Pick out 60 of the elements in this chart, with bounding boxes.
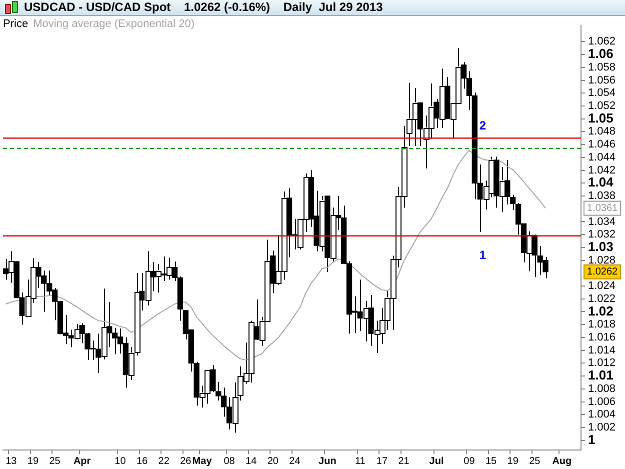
x-tick-label: 10 xyxy=(114,456,126,467)
y-tick-label: 1.024 xyxy=(588,280,616,292)
y-tick-label: 1.052 xyxy=(588,100,616,112)
y-tick-label: 1.028 xyxy=(588,254,616,266)
x-tick-label: 17 xyxy=(376,456,388,467)
y-tick-label: 1.03 xyxy=(588,239,614,254)
y-tick-label: 1 xyxy=(588,432,596,447)
x-tick-label: 24 xyxy=(289,456,301,467)
x-tick-label: 26 xyxy=(180,456,192,467)
y-tick-label: 1.062 xyxy=(588,36,616,48)
x-tick-label: 13 xyxy=(6,456,18,467)
y-tick-label: 1.04 xyxy=(588,174,614,190)
y-tick-label: 1.022 xyxy=(588,292,616,305)
y-tick-label: 1.046 xyxy=(588,138,616,151)
y-tick-label: 1.056 xyxy=(588,74,616,86)
x-tick-label: May xyxy=(192,456,212,467)
y-tick-label: 1.008 xyxy=(588,382,616,395)
y-tick-label: 1.034 xyxy=(588,216,616,228)
x-tick-label: 14 xyxy=(246,456,258,467)
x-tick-label: 20 xyxy=(267,456,279,467)
annotation: 1 xyxy=(479,248,486,262)
y-tick-label: 1.01 xyxy=(588,368,614,383)
y-tick-label: 1.002 xyxy=(588,422,616,434)
x-tick-label: 08 xyxy=(224,456,236,467)
y-tick-label: 1.058 xyxy=(588,61,616,74)
x-tick-label: 15 xyxy=(485,456,498,467)
y-tick-label: 1.012 xyxy=(588,357,616,370)
x-tick-label: 21 xyxy=(398,456,410,467)
y-tick-label: 1.016 xyxy=(588,332,616,344)
x-tick-label: 22 xyxy=(158,456,170,467)
x-tick-label: Jul xyxy=(429,456,444,467)
x-tick-label: 16 xyxy=(136,456,148,467)
x-tick-label: 19 xyxy=(507,456,519,467)
y-tick-label: 1.014 xyxy=(588,344,616,356)
y-tick-label: 1.02 xyxy=(588,303,614,318)
y-tick-label: 1.048 xyxy=(588,126,616,138)
annotation: 2 xyxy=(479,118,486,132)
text: Moving average (Exponential 20) xyxy=(33,18,194,30)
x-tick-label: 11 xyxy=(354,456,366,467)
x-tick-label: Jun xyxy=(318,456,336,467)
x-tick-label: Aug xyxy=(552,456,572,467)
y-tick-label: 1.018 xyxy=(588,318,616,331)
y-tick-label: 1.06 xyxy=(588,46,614,62)
x-tick-label: 09 xyxy=(464,456,476,467)
y-tick-label: 1.044 xyxy=(588,151,616,164)
y-tick-label: 1.038 xyxy=(588,190,616,202)
y-tick-label: 1.006 xyxy=(588,396,616,408)
x-tick-label: 19 xyxy=(27,456,39,467)
text: 1.0361 xyxy=(587,202,618,214)
chart-title: USDCAD - USD/CAD Spot 1.0262 (-0.16%) Daily Jul 29 2013 xyxy=(24,0,383,14)
y-tick-label: 1.042 xyxy=(588,164,616,176)
x-tick-label: 25 xyxy=(49,456,61,467)
y-tick-label: 1.004 xyxy=(588,408,616,421)
y-tick-label: 1.054 xyxy=(588,87,616,100)
text: Price xyxy=(3,18,28,30)
y-tick-label: 1.032 xyxy=(588,228,616,241)
y-tick-label: 1.05 xyxy=(588,110,614,126)
x-tick-label: 25 xyxy=(529,456,541,467)
text: 1.0262 xyxy=(587,266,618,278)
x-tick-label: Apr xyxy=(73,456,91,467)
